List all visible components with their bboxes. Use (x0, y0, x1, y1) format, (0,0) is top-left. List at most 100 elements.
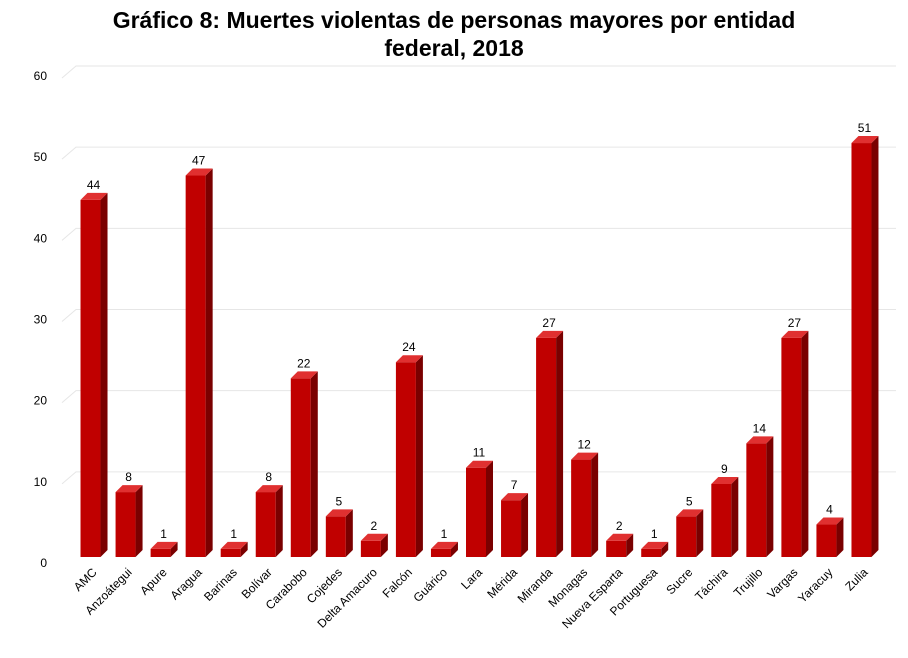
bar (290, 378, 311, 557)
bar-top (571, 452, 599, 460)
bar-top (851, 136, 879, 144)
bar (781, 337, 802, 557)
bar-side (100, 192, 108, 557)
bar-top (150, 541, 178, 549)
bar-top (606, 533, 634, 541)
bar-top (816, 517, 844, 525)
y-tick-label: 40 (34, 231, 48, 245)
data-label: 5 (335, 494, 342, 508)
x-category-label: Aragua (168, 565, 205, 602)
data-label: 24 (402, 340, 416, 354)
data-label: 44 (87, 178, 101, 192)
data-label: 7 (511, 478, 518, 492)
x-category-label: Barinas (201, 565, 240, 604)
bar-side (801, 330, 809, 557)
x-category-label: Apure (137, 565, 170, 598)
x-category-label: Trujillo (731, 565, 766, 600)
bar-top (641, 541, 669, 549)
bar (466, 467, 486, 557)
data-label: 1 (230, 527, 237, 541)
y-tick-label: 50 (34, 150, 48, 164)
bar-side (345, 509, 353, 557)
bar-top (466, 460, 493, 468)
data-label: 4 (826, 503, 833, 517)
bar (816, 524, 837, 557)
data-label: 2 (371, 519, 378, 533)
gridline (61, 146, 896, 160)
x-category-label: Táchira (692, 565, 730, 603)
bar (606, 540, 627, 557)
gridline (61, 65, 896, 79)
chart-title: Gráfico 8: Muertes violentas de personas… (0, 6, 908, 62)
bars (80, 136, 879, 558)
bar-side (486, 460, 493, 557)
x-category-label: Lara (458, 565, 485, 592)
data-label: 27 (788, 316, 802, 330)
bar-side (380, 533, 388, 557)
data-label: 51 (858, 121, 872, 135)
data-label: 9 (721, 462, 728, 476)
bar-side (135, 485, 143, 557)
bar-side (415, 355, 423, 557)
bar (501, 500, 522, 557)
bar (185, 175, 206, 557)
bar-top (430, 541, 458, 549)
bar-top (290, 371, 318, 379)
bar-side (310, 371, 318, 557)
x-category-label: Yaracuy (795, 565, 835, 605)
data-label: 8 (265, 470, 272, 484)
bar-top (781, 330, 809, 338)
bar-top (220, 541, 248, 549)
bar (325, 516, 346, 557)
bar-side (871, 136, 879, 558)
bar (255, 492, 276, 557)
gridline (61, 227, 896, 241)
bar-top (255, 485, 283, 493)
bar-side (731, 476, 739, 557)
bar-top (80, 192, 108, 200)
grid-layer (61, 65, 896, 485)
bar (746, 443, 767, 557)
bar (536, 337, 557, 557)
y-tick-label: 10 (34, 475, 48, 489)
bar-top (185, 168, 213, 176)
x-category-label: AMC (71, 565, 100, 594)
bar-top (676, 509, 704, 517)
y-tick-label: 30 (34, 313, 48, 327)
bar-side (240, 541, 248, 557)
chart-title-line-2: federal, 2018 (384, 35, 524, 61)
bar-top (536, 330, 564, 338)
bar-side (696, 509, 704, 557)
bar-top (360, 533, 388, 541)
y-tick-label: 20 (34, 394, 48, 408)
data-label: 22 (297, 356, 311, 370)
bar (711, 483, 732, 557)
bar-side (556, 330, 564, 557)
bar-side (450, 541, 458, 557)
data-label: 27 (542, 316, 556, 330)
data-label: 1 (441, 527, 448, 541)
bar-side (626, 533, 634, 557)
bar-side (205, 168, 213, 557)
data-label: 8 (125, 470, 132, 484)
bar (430, 548, 451, 557)
gridline (61, 471, 896, 485)
bar (641, 548, 662, 557)
bar (115, 492, 136, 557)
y-tick-label: 60 (34, 69, 48, 83)
chart-title-line-1: Gráfico 8: Muertes violentas de personas… (112, 7, 796, 33)
data-label: 5 (686, 494, 693, 508)
gridline (61, 309, 896, 322)
x-category-label: Nueva Esparta (559, 565, 625, 631)
bar-side (766, 436, 774, 557)
data-label: 14 (753, 421, 767, 435)
data-label: 47 (192, 154, 206, 168)
x-category-label: Guárico (410, 565, 450, 605)
data-label: 1 (160, 527, 167, 541)
bar (571, 459, 592, 557)
y-tick-label: 0 (40, 556, 47, 570)
bar-side (275, 485, 283, 557)
bar (360, 540, 381, 557)
